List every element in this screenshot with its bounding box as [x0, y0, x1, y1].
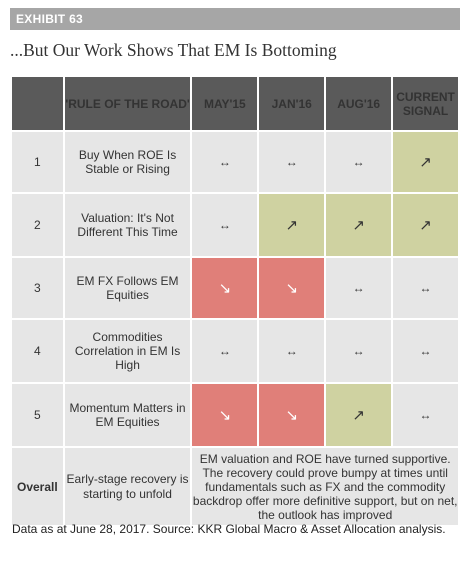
- overall-label: Overall: [12, 448, 63, 525]
- up-arrow-icon: ↗: [393, 132, 458, 192]
- neutral-arrow-icon: ↔: [326, 320, 392, 382]
- header-aug16: AUG'16: [326, 77, 392, 130]
- neutral-arrow-icon: ↔: [326, 132, 392, 192]
- header-jan16: JAN'16: [259, 77, 325, 130]
- down-arrow-icon: ↘: [192, 384, 258, 446]
- table-row: 4 Commodities Correlation in EM Is High …: [12, 320, 458, 382]
- up-arrow-icon: ↗: [326, 384, 392, 446]
- exhibit-title: ...But Our Work Shows That EM Is Bottomi…: [10, 40, 337, 60]
- neutral-arrow-icon: ↔: [192, 132, 258, 192]
- row-rule: Momentum Matters in EM Equities: [64, 384, 191, 446]
- row-rule: EM FX Follows EM Equities: [64, 258, 191, 318]
- source-footnote: Data as at June 28, 2017. Source: KKR Gl…: [12, 522, 446, 536]
- neutral-arrow-icon: ↔: [192, 194, 258, 256]
- exhibit-label: EXHIBIT 63: [10, 8, 460, 30]
- table-header-row: 'RULE OF THE ROAD' MAY'15 JAN'16 AUG'16 …: [12, 77, 458, 130]
- table-row: 3 EM FX Follows EM Equities ↘ ↘ ↔ ↔: [12, 258, 458, 318]
- table-row: 1 Buy When ROE Is Stable or Rising ↔ ↔ ↔…: [12, 132, 458, 192]
- header-blank: [12, 77, 63, 130]
- neutral-arrow-icon: ↔: [326, 258, 392, 318]
- neutral-arrow-icon: ↔: [393, 258, 458, 318]
- overall-summary: Early-stage recovery is starting to unfo…: [64, 448, 191, 525]
- overall-row: Overall Early-stage recovery is starting…: [12, 448, 458, 525]
- row-rule: Commodities Correlation in EM Is High: [64, 320, 191, 382]
- row-number: 3: [12, 258, 63, 318]
- neutral-arrow-icon: ↔: [393, 384, 458, 446]
- header-current-signal: CURRENT SIGNAL: [393, 77, 458, 130]
- down-arrow-icon: ↘: [259, 384, 325, 446]
- row-rule: Valuation: It's Not Different This Time: [64, 194, 191, 256]
- up-arrow-icon: ↗: [393, 194, 458, 256]
- neutral-arrow-icon: ↔: [393, 320, 458, 382]
- row-number: 2: [12, 194, 63, 256]
- neutral-arrow-icon: ↔: [192, 320, 258, 382]
- row-rule: Buy When ROE Is Stable or Rising: [64, 132, 191, 192]
- header-rule: 'RULE OF THE ROAD': [64, 77, 191, 130]
- table-row: 5 Momentum Matters in EM Equities ↘ ↘ ↗ …: [12, 384, 458, 446]
- row-number: 5: [12, 384, 63, 446]
- overall-commentary: EM valuation and ROE have turned support…: [192, 448, 458, 525]
- table-row: 2 Valuation: It's Not Different This Tim…: [12, 194, 458, 256]
- neutral-arrow-icon: ↔: [259, 320, 325, 382]
- up-arrow-icon: ↗: [259, 194, 325, 256]
- down-arrow-icon: ↘: [259, 258, 325, 318]
- row-number: 1: [12, 132, 63, 192]
- rules-table: 'RULE OF THE ROAD' MAY'15 JAN'16 AUG'16 …: [10, 75, 460, 527]
- down-arrow-icon: ↘: [192, 258, 258, 318]
- header-may15: MAY'15: [192, 77, 258, 130]
- row-number: 4: [12, 320, 63, 382]
- up-arrow-icon: ↗: [326, 194, 392, 256]
- neutral-arrow-icon: ↔: [259, 132, 325, 192]
